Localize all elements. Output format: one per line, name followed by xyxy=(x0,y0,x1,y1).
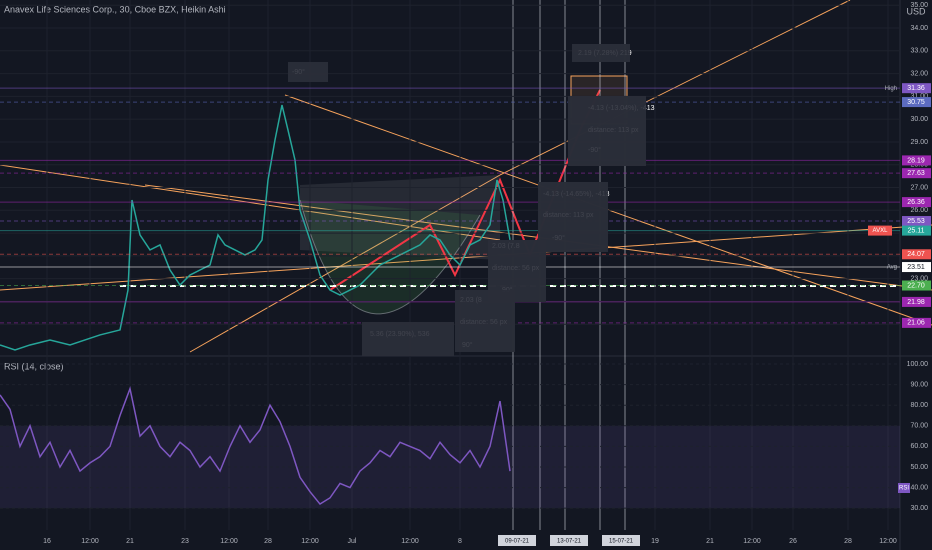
price-tag xyxy=(902,317,931,328)
price-tag-label: 26.36 xyxy=(907,199,925,206)
y-tick-label: 33.00 xyxy=(910,48,928,55)
rsi-badge xyxy=(898,483,910,493)
y-tick-label: 90.00 xyxy=(910,381,928,388)
date-tag xyxy=(498,535,536,546)
trendline xyxy=(499,0,851,176)
symbol-tag xyxy=(868,225,892,236)
y-tick-label: 26.00 xyxy=(910,207,928,214)
info-box xyxy=(572,44,630,62)
x-tick-label: 8 xyxy=(458,538,462,545)
price-tag xyxy=(902,296,931,307)
price-tag xyxy=(902,249,931,260)
y-tick-label: 29.00 xyxy=(910,139,928,146)
x-tick-label: 12:00 xyxy=(743,538,761,545)
price-tag-note: Avg xyxy=(887,265,897,271)
price-tag xyxy=(902,280,931,291)
y-tick-label: 40.00 xyxy=(910,484,928,491)
x-tick-label: 28 xyxy=(264,538,272,545)
x-tick-label: 19 xyxy=(651,538,659,545)
price-tag xyxy=(902,168,931,179)
y-tick-label: 32.00 xyxy=(910,70,928,77)
y-tick-label: 30.00 xyxy=(910,116,928,123)
chart-title: Anavex Life Sciences Corp., 30, Cboe BZX… xyxy=(4,4,226,14)
price-tag xyxy=(902,216,931,227)
price-tag-label: 24.07 xyxy=(907,251,925,258)
price-tag xyxy=(902,262,931,273)
x-tick-label: 12:00 xyxy=(301,538,319,545)
x-tick-label: 12:00 xyxy=(81,538,99,545)
x-tick-label: Jul xyxy=(348,538,357,545)
y-tick-label: 30.00 xyxy=(910,505,928,512)
price-tag-label: 27.63 xyxy=(907,170,925,177)
price-tag-label: 31.36 xyxy=(907,85,925,92)
x-tick-label: 28 xyxy=(844,538,852,545)
series-line xyxy=(0,386,511,506)
info-box xyxy=(288,62,328,82)
info-box xyxy=(568,96,646,166)
y-tick-label: 35.00 xyxy=(910,2,928,9)
price-tag-label: 22.70 xyxy=(907,282,925,289)
y-tick-label: 80.00 xyxy=(910,402,928,409)
rsi-title: RSI (14, close) xyxy=(4,361,64,371)
price-tag xyxy=(902,155,931,166)
x-tick-label: 23 xyxy=(181,538,189,545)
info-box xyxy=(455,290,515,352)
y-tick-label: 31.00 xyxy=(910,93,928,100)
info-box xyxy=(362,322,454,356)
shaded-region xyxy=(300,175,500,260)
y-tick-label: 27.00 xyxy=(910,184,928,191)
y-tick-label: 70.00 xyxy=(910,423,928,430)
date-label: 13-07-21 xyxy=(557,539,582,545)
x-tick-label: 12:00 xyxy=(879,538,897,545)
price-tag-label: 28.19 xyxy=(907,157,925,164)
date-label: 15-07-21 xyxy=(609,539,634,545)
price-tag xyxy=(902,197,931,208)
price-tag-label: 25.53 xyxy=(907,218,925,225)
series-line xyxy=(0,104,511,351)
price-tag-label: 25.11 xyxy=(908,227,925,234)
y-tick-label: 100.00 xyxy=(907,361,929,368)
y-tick-label: 23.00 xyxy=(910,276,928,283)
x-tick-label: 16 xyxy=(43,538,51,545)
rsi-badge-label: RSI xyxy=(899,486,909,492)
price-tag xyxy=(902,83,931,94)
info-box xyxy=(538,182,608,252)
x-tick-label: 21 xyxy=(126,538,134,545)
date-label: 09-07-21 xyxy=(505,539,530,545)
x-tick-label: 12:00 xyxy=(220,538,238,545)
x-tick-label: 21 xyxy=(706,538,714,545)
price-tag xyxy=(902,225,931,236)
price-tag-label: 21.06 xyxy=(907,320,925,327)
x-tick-label: 26 xyxy=(789,538,797,545)
date-tag xyxy=(550,535,588,546)
price-tag xyxy=(902,97,931,108)
date-tag xyxy=(602,535,640,546)
x-tick-label: 12:00 xyxy=(401,538,419,545)
price-tag-label: 30.75 xyxy=(907,99,925,106)
price-tag-label: 21.98 xyxy=(907,299,925,306)
price-tag-label: 23.51 xyxy=(907,264,925,271)
y-tick-label: 50.00 xyxy=(910,464,928,471)
y-tick-label: 34.00 xyxy=(910,25,928,32)
price-tag-note: High xyxy=(885,86,897,92)
currency: USD xyxy=(906,6,926,16)
symbol-label: AVXL xyxy=(873,228,889,234)
y-tick-label: 60.00 xyxy=(910,443,928,450)
